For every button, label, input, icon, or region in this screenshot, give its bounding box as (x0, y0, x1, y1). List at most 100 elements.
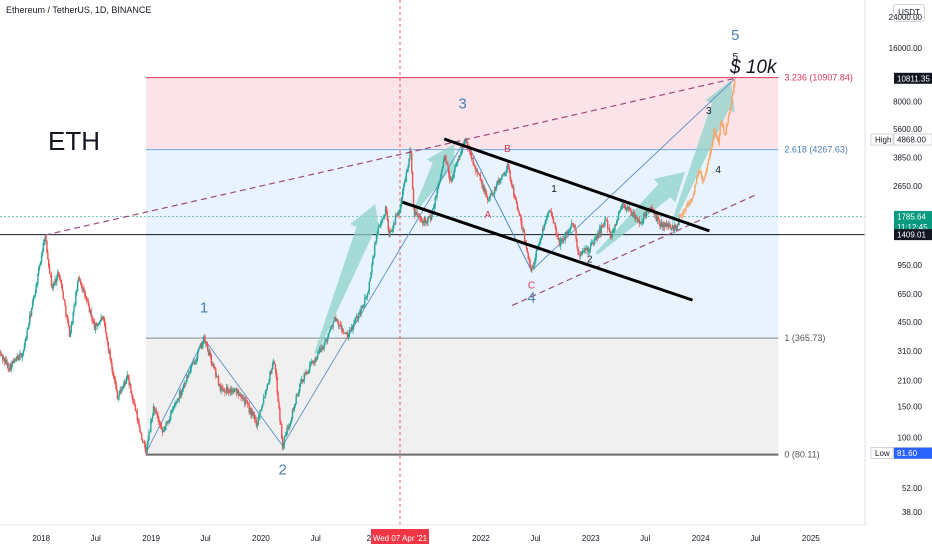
price-candle-candle (634, 218, 637, 219)
trend-line-1 (44, 77, 736, 236)
price-candle-candle (158, 418, 160, 423)
price-candle-candle (374, 244, 376, 257)
price-candle-candle (273, 362, 276, 365)
price-candle-candle (668, 224, 670, 228)
price-candle-candle (667, 223, 669, 228)
price-candle-candle (24, 339, 26, 345)
price-candle-candle (48, 267, 51, 274)
price-candle-candle (506, 164, 509, 170)
price-candle-candle (181, 389, 184, 392)
price-candle-candle (171, 409, 174, 411)
price-candle-candle (350, 327, 352, 330)
price-candle-candle (575, 229, 577, 240)
price-candle-candle (168, 421, 170, 423)
currency-selector[interactable]: USDT (893, 4, 925, 22)
price-candle-candle (347, 336, 350, 338)
price-candle-candle (175, 403, 177, 404)
price-candle-candle (92, 320, 94, 322)
y-tick-label: 3850.00 (893, 154, 922, 163)
price-candle-candle (109, 349, 111, 359)
price-candle-candle (240, 394, 242, 398)
price-candle-candle (9, 364, 11, 371)
price-candle-candle (617, 213, 620, 221)
projection-candle-candle (709, 153, 711, 156)
price-candle-candle (630, 210, 632, 216)
price-candle-candle (148, 432, 150, 441)
price-candle-candle (500, 178, 502, 180)
y-tick-label: 52.00 (902, 484, 923, 493)
price-candle-candle (378, 225, 380, 227)
price-candle-candle (638, 219, 640, 224)
price-candle-candle (539, 240, 541, 244)
price-candle-candle (303, 373, 305, 381)
price-candle-candle (556, 234, 558, 236)
price-label-4868.00: 4868.00 (897, 136, 926, 145)
price-candle-candle (475, 167, 477, 172)
projection-candle-candle (728, 112, 730, 117)
price-candle-candle (213, 364, 215, 368)
price-candle-candle (295, 395, 297, 404)
price-candle-candle (20, 353, 22, 355)
price-candle-candle (299, 383, 301, 392)
price-candle-candle (11, 361, 14, 364)
price-tag-bg-Low (870, 447, 894, 460)
wave-label-blue-5: 5 (731, 27, 739, 44)
price-candle-candle (174, 403, 176, 406)
price-candle-candle (266, 384, 268, 390)
price-candle-candle (422, 222, 425, 224)
price-candle-candle (481, 180, 483, 189)
price-candle-candle (494, 186, 496, 194)
price-candle-candle (189, 368, 192, 374)
price-candle-candle (635, 217, 638, 219)
price-candle-candle (622, 203, 624, 205)
price-candle-candle (355, 316, 358, 318)
price-candle-candle (458, 156, 461, 160)
projection-candle-candle (702, 180, 704, 182)
price-candle-candle (196, 357, 198, 361)
price-candle-candle (672, 225, 675, 232)
price-candle-candle (393, 223, 396, 225)
price-candle-candle (244, 400, 247, 404)
price-candle-candle (433, 205, 436, 208)
price-candle-candle (557, 235, 559, 240)
price-candle-candle (75, 292, 77, 305)
price-candle-candle (170, 409, 173, 414)
price-candle-candle (476, 171, 479, 174)
wave-label-blue-2: 2 (278, 461, 286, 478)
price-candle-candle (383, 215, 386, 216)
price-candle-candle (354, 320, 356, 324)
price-tag-bg-High (870, 133, 894, 146)
price-candle-candle (190, 365, 193, 369)
price-candle-candle (270, 371, 272, 374)
price-candle-candle (316, 357, 318, 360)
projection-candle-candle (705, 167, 708, 173)
price-candle-candle (122, 386, 124, 390)
price-candle-candle (581, 251, 584, 254)
price-candle-candle (310, 362, 313, 364)
price-candle-candle (445, 156, 447, 163)
price-candle-candle (541, 228, 544, 235)
x-tick-label: Jul (91, 534, 101, 543)
price-candle-candle (256, 424, 259, 427)
price-candle-candle (468, 147, 471, 153)
price-candle-candle (519, 214, 521, 216)
price-candle-candle (449, 178, 452, 181)
price-candle-candle (558, 239, 560, 241)
price-candle-candle (159, 422, 161, 425)
projection-candle-candle (681, 215, 684, 217)
price-candle-candle (412, 188, 415, 208)
price-candle-candle (560, 238, 563, 240)
price-candle-candle (14, 359, 17, 361)
price-candle-candle (446, 162, 448, 164)
price-candle-candle (674, 225, 677, 229)
price-candle-candle (480, 180, 482, 182)
price-candle-candle (476, 171, 478, 172)
price-label-1409.01: 1409.01 (897, 231, 926, 240)
price-candle-candle (28, 323, 30, 328)
price-candle-candle (518, 211, 520, 215)
price-candle-candle (255, 420, 258, 427)
price-candle-candle (441, 167, 444, 171)
price-candle-candle (45, 236, 47, 242)
price-candle-candle (145, 450, 147, 453)
